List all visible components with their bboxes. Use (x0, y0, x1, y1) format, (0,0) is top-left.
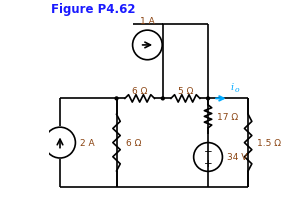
Circle shape (207, 97, 209, 100)
Text: −: − (204, 146, 212, 156)
Text: 17 Ω: 17 Ω (217, 112, 238, 121)
Circle shape (161, 97, 164, 100)
Text: 5 Ω: 5 Ω (178, 86, 193, 95)
Text: o: o (234, 86, 239, 94)
Text: 1.5 Ω: 1.5 Ω (257, 138, 281, 147)
Text: i: i (231, 83, 234, 92)
Text: 2 A: 2 A (79, 138, 94, 147)
Text: 1 A: 1 A (140, 17, 155, 26)
Text: 6 Ω: 6 Ω (126, 138, 141, 147)
Text: 6 Ω: 6 Ω (132, 86, 147, 95)
Text: Figure P4.62: Figure P4.62 (51, 3, 135, 16)
Text: 34 V: 34 V (227, 153, 247, 162)
Circle shape (115, 97, 118, 100)
Text: +: + (204, 158, 212, 168)
